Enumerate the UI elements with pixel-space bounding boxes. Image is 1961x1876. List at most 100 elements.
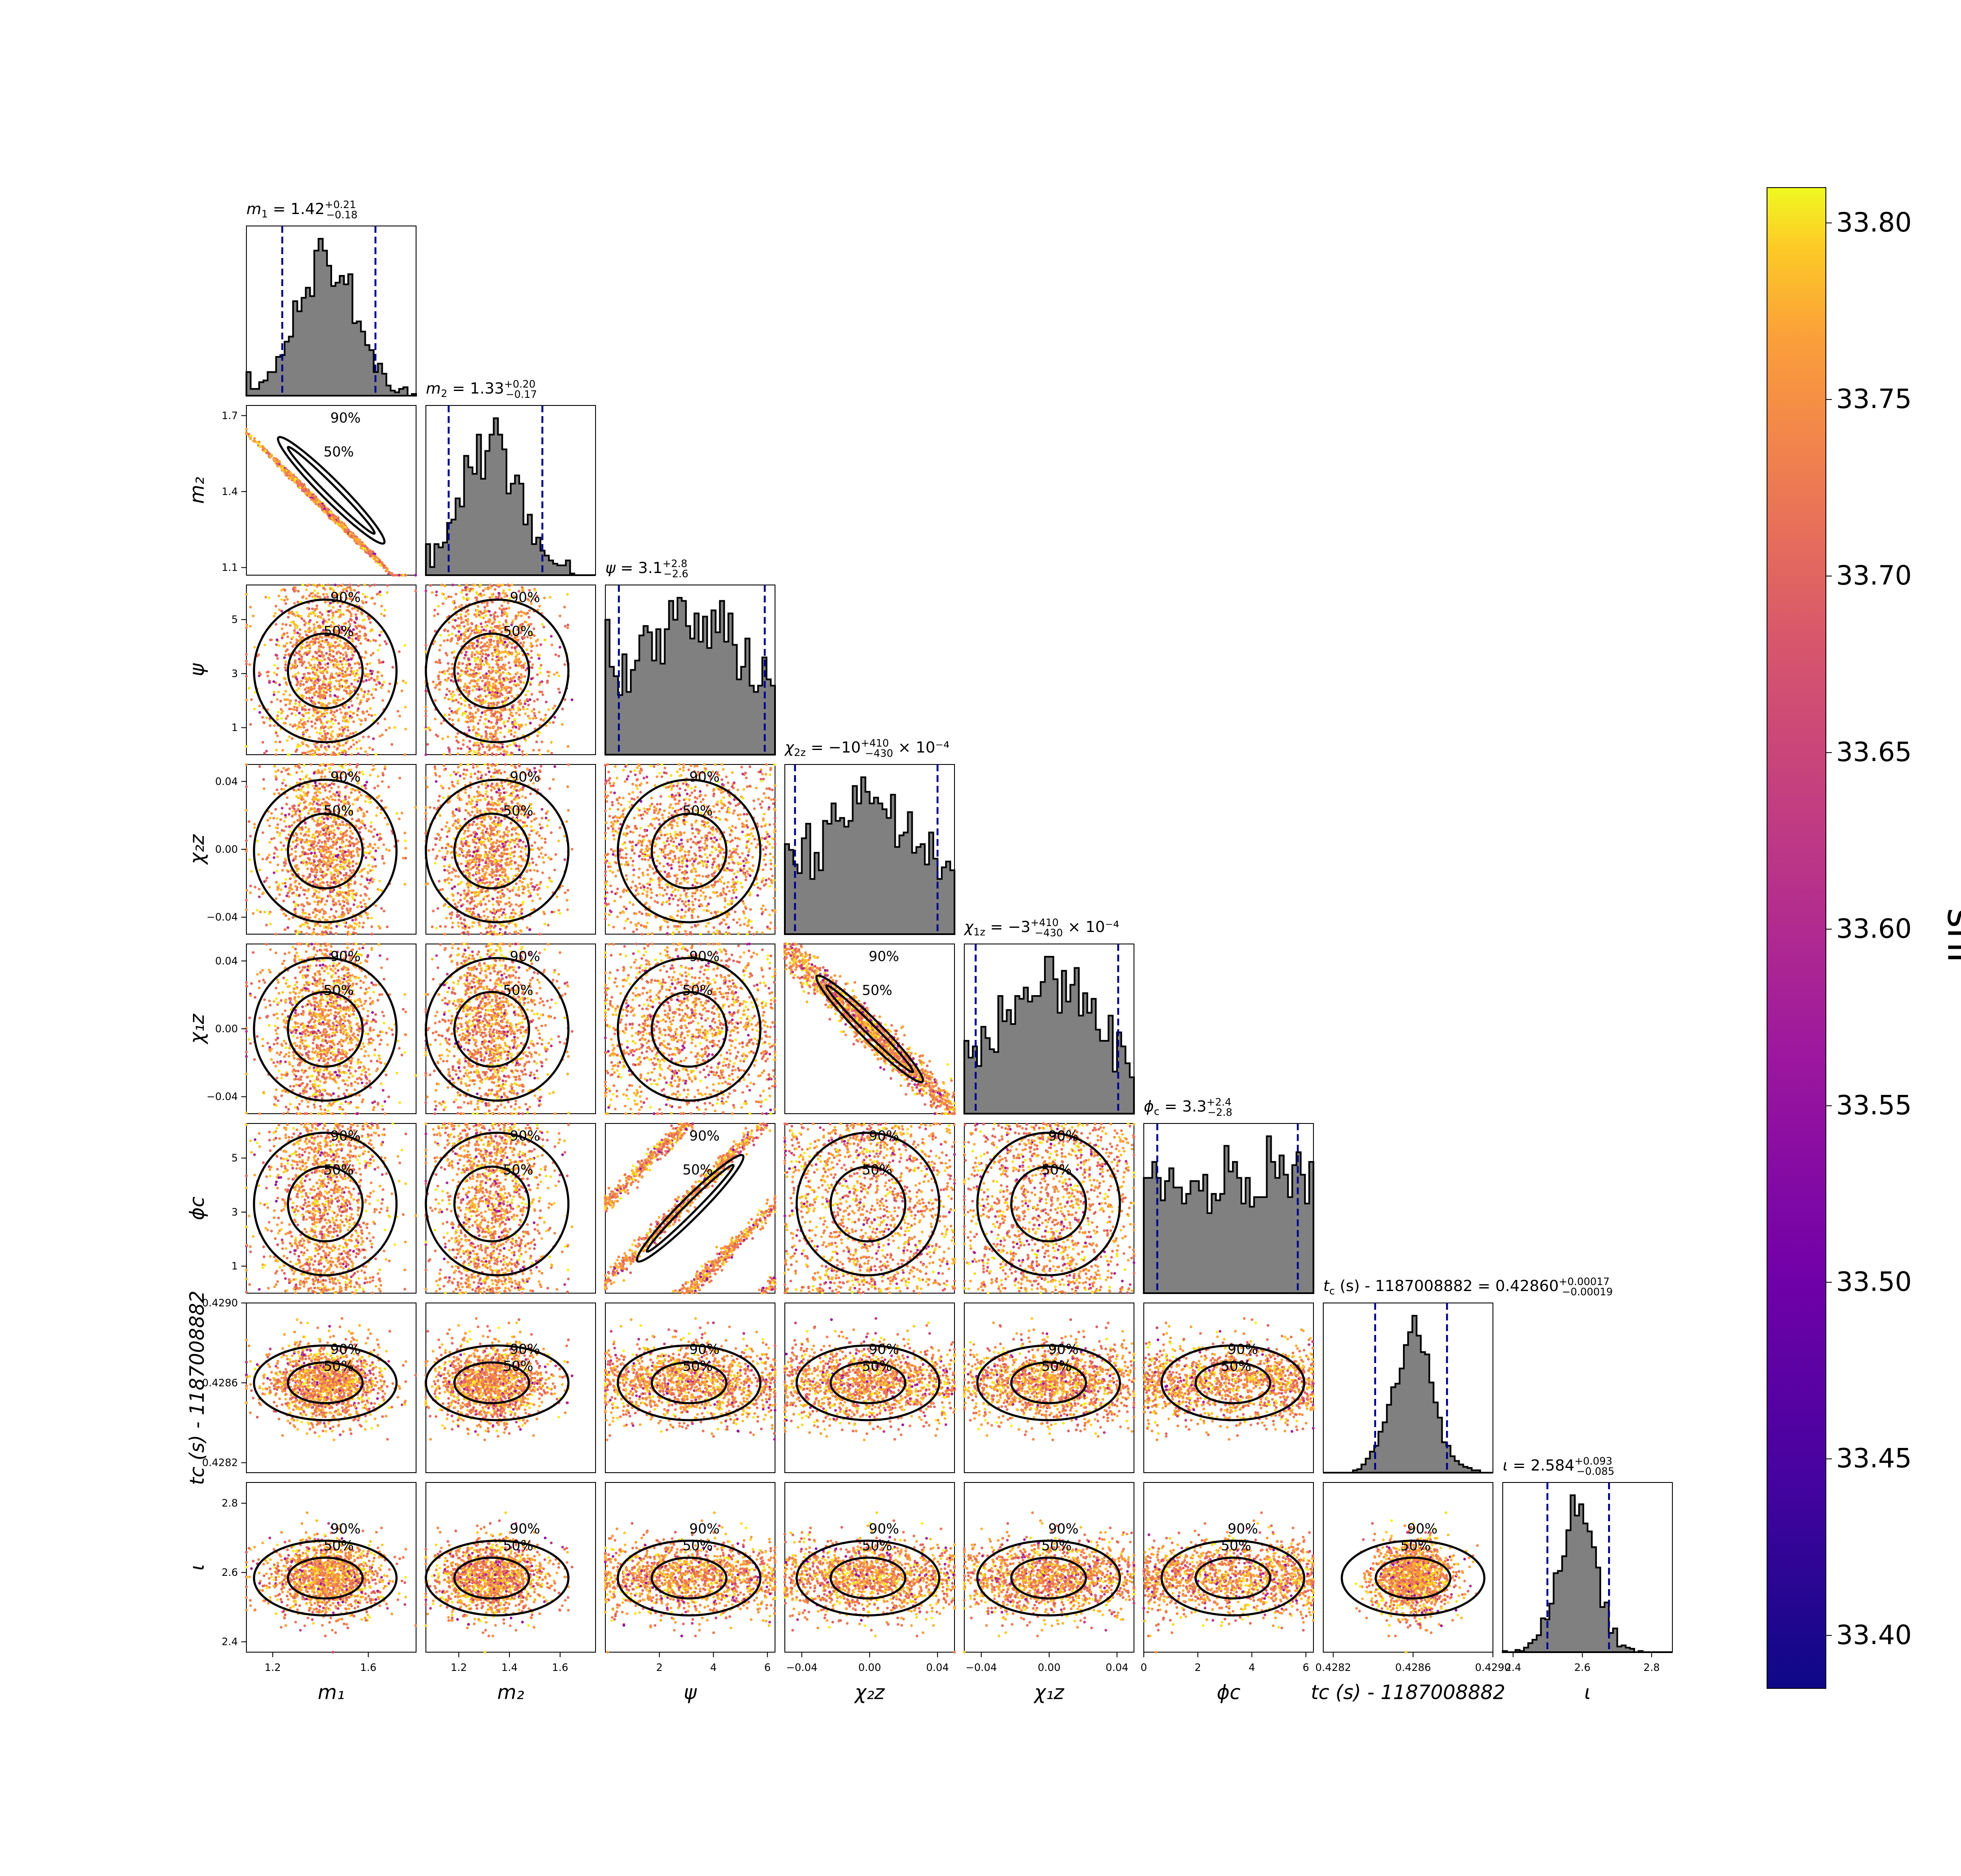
sample-point	[370, 925, 373, 928]
sample-point	[340, 1057, 343, 1060]
sample-point	[304, 822, 307, 825]
sample-point	[284, 914, 288, 917]
sample-point	[348, 840, 351, 843]
sample-point	[321, 897, 324, 900]
sample-point	[347, 685, 350, 688]
sample-point	[301, 908, 304, 912]
sample-point	[317, 865, 321, 868]
sample-point	[292, 675, 295, 678]
sample-point	[297, 680, 300, 683]
sample-point	[295, 706, 299, 709]
sample-point	[318, 615, 321, 618]
sample-point	[342, 868, 346, 871]
sample-point	[285, 802, 288, 806]
sample-point	[266, 819, 269, 822]
sample-point	[324, 910, 327, 913]
sample-point	[299, 778, 302, 781]
sample-point	[275, 731, 278, 735]
sample-point	[414, 1074, 417, 1077]
sample-point	[338, 845, 342, 849]
sample-point	[337, 915, 340, 918]
sample-point	[367, 678, 371, 681]
sample-point	[314, 594, 317, 597]
sample-point	[267, 670, 270, 674]
sample-point	[345, 681, 348, 685]
sample-point	[347, 609, 350, 612]
sample-point	[307, 902, 310, 906]
sample-point	[339, 615, 342, 618]
sample-point	[316, 711, 320, 714]
sample-point	[320, 687, 323, 690]
sample-point	[301, 785, 304, 788]
sample-point	[311, 677, 314, 680]
sample-point	[325, 593, 328, 596]
sample-point	[398, 817, 401, 820]
sample-point	[312, 1042, 315, 1045]
sample-point	[317, 663, 320, 667]
sample-point	[325, 851, 328, 854]
sample-point	[301, 851, 304, 854]
sample-point	[328, 653, 332, 656]
sample-point	[292, 892, 295, 895]
sample-point	[355, 1016, 358, 1020]
sample-point	[362, 812, 365, 815]
sample-point	[305, 806, 308, 809]
sample-point	[326, 666, 330, 669]
sample-point	[298, 721, 301, 724]
sample-point	[298, 712, 301, 715]
sample-point	[307, 848, 310, 851]
sample-point	[371, 748, 374, 751]
sample-point	[275, 749, 278, 752]
sample-point	[348, 663, 352, 666]
sample-point	[294, 764, 297, 768]
sample-point	[372, 737, 375, 740]
sample-point	[302, 714, 305, 718]
sample-point	[315, 651, 318, 655]
sample-point	[284, 878, 287, 881]
sample-point	[360, 905, 363, 909]
sample-point	[289, 667, 293, 670]
sample-point	[256, 441, 259, 444]
sample-point	[350, 788, 353, 791]
sample-point	[386, 925, 389, 929]
sample-point	[327, 763, 330, 766]
sample-point	[344, 1112, 347, 1115]
sample-point	[352, 931, 355, 934]
sample-point	[320, 651, 323, 654]
sample-point	[315, 844, 318, 847]
sample-point	[341, 842, 344, 845]
sample-point	[330, 672, 333, 675]
sample-point	[282, 779, 286, 782]
sample-point	[345, 871, 348, 875]
sample-point	[315, 620, 318, 624]
sample-point	[372, 846, 375, 850]
sample-point	[364, 894, 368, 897]
sample-point	[356, 669, 359, 672]
sample-point	[325, 796, 329, 799]
sample-point	[330, 763, 333, 766]
sample-point	[298, 828, 301, 831]
sample-point	[265, 924, 268, 926]
sample-point	[331, 890, 334, 893]
sample-point	[344, 753, 347, 756]
sample-point	[283, 1055, 286, 1058]
sample-point	[342, 896, 345, 899]
sample-point	[295, 789, 298, 792]
sample-point	[330, 725, 333, 729]
sample-point	[258, 704, 261, 707]
sample-point	[332, 836, 336, 839]
sample-point	[307, 666, 310, 669]
histogram-m1: m1 = 1.42+0.21 −0.18	[246, 199, 417, 397]
sample-point	[329, 680, 332, 683]
sample-point	[279, 700, 282, 703]
sample-point	[313, 900, 316, 903]
sample-point	[295, 689, 298, 692]
sample-point	[290, 853, 293, 856]
sample-point	[313, 819, 316, 822]
sample-point	[353, 926, 356, 929]
sample-point	[329, 1012, 333, 1015]
sample-point	[332, 843, 335, 847]
sample-point	[288, 707, 291, 711]
sample-point	[367, 881, 371, 885]
sample-point	[283, 666, 287, 669]
